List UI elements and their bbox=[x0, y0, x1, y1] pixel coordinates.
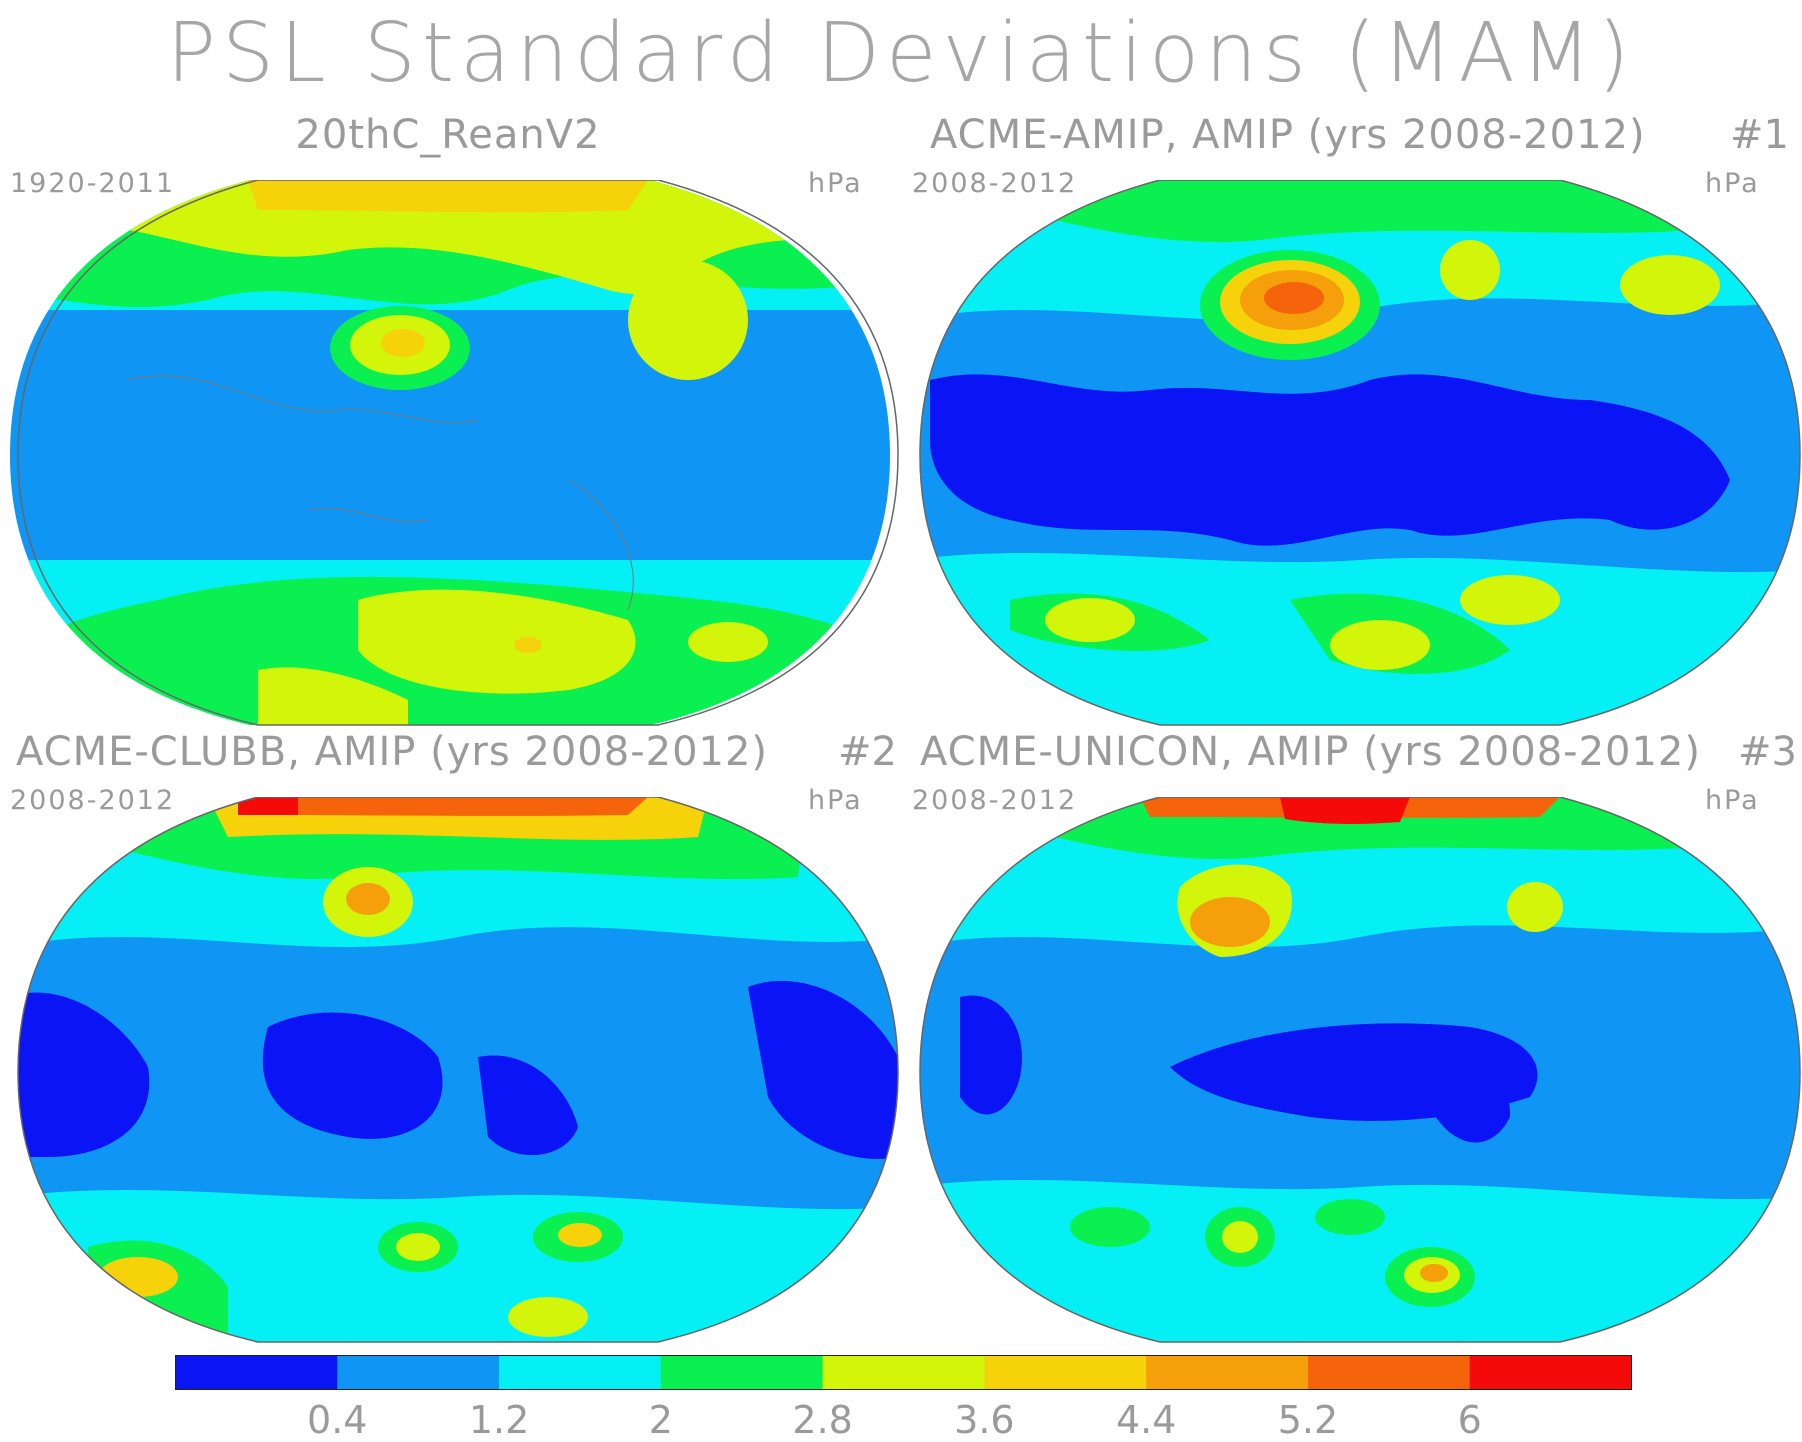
panel-years: 2008-2012 bbox=[912, 785, 1078, 816]
panel-title: ACME-AMIP, AMIP (yrs 2008-2012) bbox=[930, 112, 1646, 158]
contour-map bbox=[17, 797, 899, 1343]
contour-map bbox=[919, 797, 1801, 1343]
colorbar-swatch bbox=[499, 1355, 662, 1390]
contour-map bbox=[919, 180, 1801, 726]
contour-map bbox=[10, 180, 899, 726]
panel-units: hPa bbox=[1705, 168, 1760, 199]
colorbar bbox=[175, 1355, 1632, 1390]
panel-number: #1 bbox=[1730, 112, 1789, 158]
colorbar-swatch bbox=[337, 1355, 500, 1390]
panel-years: 2008-2012 bbox=[912, 168, 1078, 199]
colorbar-swatch bbox=[1469, 1355, 1632, 1390]
map-panel-acme-amip: ACME-AMIP, AMIP (yrs 2008-2012) #1 2008-… bbox=[910, 110, 1802, 730]
colorbar-swatch bbox=[175, 1355, 338, 1390]
map-panel-acme-unicon: ACME-UNICON, AMIP (yrs 2008-2012) #3 200… bbox=[910, 727, 1802, 1347]
colorbar-swatch bbox=[1307, 1355, 1471, 1390]
colorbar-tick-label: 1.2 bbox=[468, 1398, 530, 1442]
panel-units: hPa bbox=[808, 168, 863, 199]
panel-number: #3 bbox=[1738, 729, 1797, 775]
colorbar-swatch bbox=[660, 1355, 824, 1390]
panel-years: 1920-2011 bbox=[10, 168, 176, 199]
panel-number: #2 bbox=[838, 729, 897, 775]
panel-units: hPa bbox=[808, 785, 863, 816]
colorbar-swatch bbox=[1146, 1355, 1309, 1390]
colorbar-swatch bbox=[822, 1355, 985, 1390]
panel-title: 20thC_ReanV2 bbox=[295, 112, 601, 158]
colorbar-tick-label: 2.8 bbox=[792, 1398, 853, 1442]
colorbar-tick-label: 0.4 bbox=[307, 1398, 368, 1442]
panel-units: hPa bbox=[1705, 785, 1760, 816]
colorbar-tick-label: 6 bbox=[1457, 1398, 1482, 1442]
map-panel-acme-clubb: ACME-CLUBB, AMIP (yrs 2008-2012) #2 2008… bbox=[8, 727, 908, 1347]
panel-title: ACME-UNICON, AMIP (yrs 2008-2012) bbox=[920, 729, 1701, 775]
colorbar-tick-label: 2 bbox=[648, 1398, 673, 1442]
colorbar-tick-label: 4.4 bbox=[1115, 1398, 1177, 1442]
panel-years: 2008-2012 bbox=[10, 785, 176, 816]
colorbar-tick-label: 5.2 bbox=[1277, 1398, 1339, 1442]
colorbar-swatch bbox=[984, 1355, 1147, 1390]
colorbar-tick-label: 3.6 bbox=[954, 1398, 1015, 1442]
map-panel-reanalysis: 20thC_ReanV2 1920-2011 hPa bbox=[8, 110, 908, 730]
figure-title: PSL Standard Deviations (MAM) bbox=[166, 6, 1636, 101]
panel-title: ACME-CLUBB, AMIP (yrs 2008-2012) bbox=[16, 729, 769, 775]
